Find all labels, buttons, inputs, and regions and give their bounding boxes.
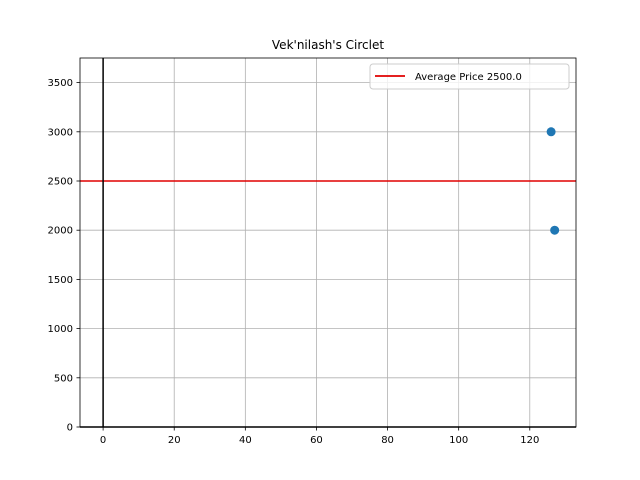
scatter-point: [550, 225, 560, 235]
y-tick-label: 1500: [48, 275, 73, 286]
chart-title: Vek'nilash's Circlet: [272, 38, 384, 52]
y-tick-label: 0: [67, 423, 73, 434]
x-tick-label: 0: [100, 435, 106, 446]
y-tick-label: 2000: [48, 226, 73, 237]
legend: Average Price 2500.0: [369, 63, 570, 90]
x-tick-label: 20: [168, 435, 181, 446]
x-tick-label: 100: [449, 435, 468, 446]
x-tick-label: 60: [310, 435, 323, 446]
scatter-point: [546, 127, 556, 137]
legend-label: Average Price 2500.0: [415, 72, 522, 83]
x-tick-label: 40: [239, 435, 252, 446]
data-points: [546, 127, 560, 235]
y-tick-label: 500: [54, 373, 73, 384]
x-tick-label: 80: [381, 435, 394, 446]
x-tick-label: 120: [520, 435, 539, 446]
y-axis-ticks: 0 500 1000 1500 2000 2500 3000 3500: [48, 78, 80, 434]
y-tick-label: 1000: [48, 324, 73, 335]
x-axis-ticks: 0 20 40 60 80 100 120: [100, 427, 539, 446]
plot-frame: [79, 57, 577, 428]
y-tick-label: 2500: [48, 177, 73, 188]
y-tick-label: 3500: [48, 78, 73, 89]
legend-box: [369, 63, 570, 90]
y-tick-label: 3000: [48, 127, 73, 138]
